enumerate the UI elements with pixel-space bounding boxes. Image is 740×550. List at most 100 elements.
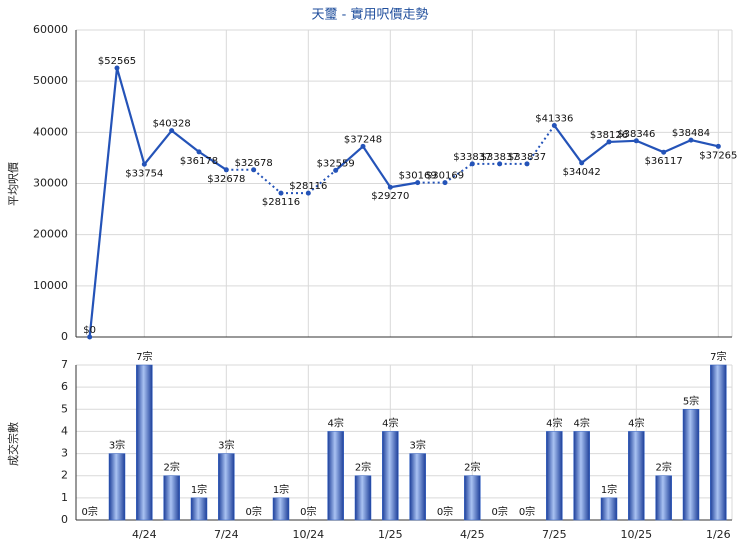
line-segment	[362, 145, 392, 188]
line-segment	[88, 67, 119, 338]
line-segment	[143, 129, 173, 165]
data-label: $41336	[535, 113, 573, 124]
line-point	[169, 128, 175, 134]
data-label: $32678	[235, 158, 273, 169]
data-label: 7宗	[710, 350, 726, 363]
data-label: 0宗	[245, 505, 261, 518]
bar	[628, 431, 645, 521]
line-point	[715, 143, 721, 149]
data-label: 4宗	[573, 416, 589, 429]
x-tick-label: 10/24	[292, 528, 324, 541]
data-label: 4宗	[628, 416, 644, 429]
y-tick-label: 0	[61, 513, 68, 526]
bar	[108, 453, 126, 521]
y-tick-label: 10000	[33, 279, 68, 292]
data-label: $33754	[125, 168, 163, 179]
data-label: 3宗	[409, 439, 425, 452]
bar	[409, 453, 426, 521]
line-segment	[608, 139, 637, 144]
line-point	[415, 180, 421, 186]
bar	[272, 497, 290, 521]
y-tick-label: 6	[61, 380, 68, 393]
x-tick-label: 4/24	[132, 528, 157, 541]
line-point	[442, 180, 448, 186]
data-label: $33837	[508, 152, 546, 163]
data-label: 1宗	[273, 483, 289, 496]
data-label: 0宗	[437, 505, 453, 518]
y-tick-label: 5	[61, 402, 68, 415]
y-tick-label: 60000	[33, 23, 68, 36]
line-point	[305, 190, 311, 196]
data-label: $28116	[262, 197, 300, 208]
line-point	[688, 137, 694, 143]
data-label: 3宗	[109, 439, 125, 452]
y-tick-label: 4	[61, 424, 68, 437]
data-label: 2宗	[355, 461, 371, 474]
bar	[682, 409, 700, 521]
x-tick-label: 10/25	[620, 528, 652, 541]
line-point	[551, 122, 557, 128]
line-point	[360, 143, 366, 149]
data-label: 1宗	[191, 483, 207, 496]
line-point	[114, 65, 120, 71]
y-tick-label: 40000	[33, 125, 68, 138]
data-label: $38126	[590, 130, 628, 141]
data-label: $0	[83, 325, 96, 336]
line-point	[469, 161, 475, 167]
data-label: $30169	[426, 171, 464, 182]
line-segment	[635, 139, 665, 154]
data-label: 0宗	[300, 505, 316, 518]
line-segment	[690, 139, 719, 148]
bar	[382, 431, 399, 521]
data-label: $32559	[317, 158, 355, 169]
line-segment	[390, 181, 418, 189]
line-point	[223, 167, 229, 173]
data-label: $32678	[207, 174, 245, 185]
bar	[655, 475, 672, 521]
data-label: $30169	[399, 171, 437, 182]
x-tick-label: 1/26	[706, 528, 731, 541]
line-segment	[580, 141, 610, 164]
bar	[546, 431, 563, 521]
data-label: $37265	[699, 150, 737, 161]
data-label: $38484	[672, 128, 710, 139]
data-label: $36117	[645, 156, 683, 167]
line-point	[579, 160, 585, 166]
y-tick-label: 0	[61, 330, 68, 343]
line-segment	[663, 139, 692, 154]
x-tick-label: 4/25	[460, 528, 485, 541]
data-label: 4宗	[546, 416, 562, 429]
data-label: $34042	[563, 167, 601, 178]
y-tick-label: 2	[61, 469, 68, 482]
data-label: 2宗	[464, 461, 480, 474]
data-label: $36178	[180, 156, 218, 167]
line-segment	[334, 145, 364, 172]
data-label: 2宗	[655, 461, 671, 474]
data-label: 1宗	[601, 483, 617, 496]
line-segment	[307, 169, 337, 194]
data-label: 4宗	[382, 416, 398, 429]
data-label: 2宗	[163, 461, 179, 474]
bar	[600, 497, 618, 521]
data-label: 3宗	[218, 439, 234, 452]
y-tick-label: 1	[61, 491, 68, 504]
line-segment	[444, 163, 473, 184]
bar	[464, 475, 481, 521]
y-tick-label: 30000	[33, 177, 68, 190]
data-label: $33837	[453, 152, 491, 163]
chart-title: 天璽 - 實用呎價走勢	[312, 7, 429, 23]
y-tick-label: 3	[61, 447, 68, 460]
data-label: $33837	[481, 152, 519, 163]
bar	[136, 364, 153, 521]
line-segment	[170, 129, 200, 153]
data-label: $37248	[344, 134, 382, 145]
bar	[218, 453, 235, 521]
data-label: 4宗	[327, 416, 343, 429]
line-point	[87, 334, 93, 340]
x-tick-label: 1/25	[378, 528, 403, 541]
line-point	[387, 184, 393, 190]
y-axis-label: 成交宗數	[6, 422, 20, 466]
line-point	[606, 139, 612, 145]
line-point	[251, 167, 257, 173]
